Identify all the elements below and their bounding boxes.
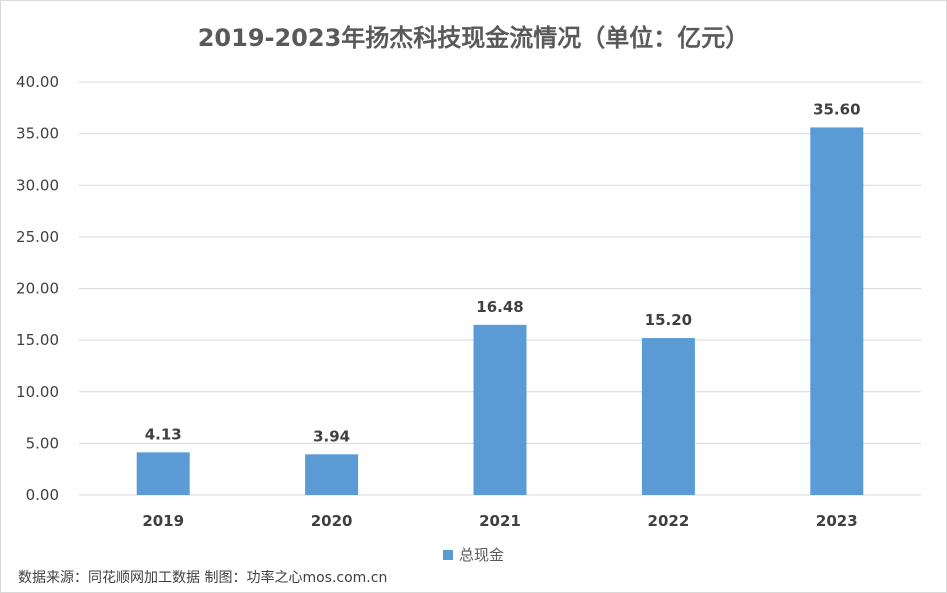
- y-tick-label: 15.00: [16, 331, 59, 349]
- y-axis-ticks: 0.00 5.00 10.00 15.00 20.00 25.00 30.00 35.00 40…: [16, 73, 59, 504]
- source-note: 数据来源：同花顺网加工数据 制图：功率之心mos.com.cn: [18, 570, 388, 586]
- bar-2023: [810, 127, 864, 496]
- data-label-2021: 16.48: [476, 298, 523, 316]
- x-axis-ticks: 2019 2020 2021 2022 2023: [142, 512, 857, 530]
- y-tick-label: 10.00: [16, 383, 59, 401]
- data-label-2020: 3.94: [313, 427, 350, 445]
- y-tick-label: 35.00: [16, 125, 59, 143]
- data-label-2022: 15.20: [645, 311, 692, 329]
- y-tick-label: 40.00: [16, 73, 59, 91]
- x-tick-label-2022: 2022: [648, 512, 690, 530]
- x-tick-label-2021: 2021: [479, 512, 521, 530]
- y-tick-label: 5.00: [26, 434, 59, 452]
- x-tick-label-2020: 2020: [311, 512, 353, 530]
- bar-2022: [641, 338, 695, 495]
- x-tick-label-2023: 2023: [816, 512, 858, 530]
- bars: [136, 127, 864, 496]
- y-tick-label: 30.00: [16, 176, 59, 194]
- legend-label: 总现金: [458, 546, 504, 564]
- data-label-2019: 4.13: [145, 425, 182, 443]
- y-tick-label: 25.00: [16, 228, 59, 246]
- bar-2021: [473, 324, 527, 495]
- data-label-2023: 35.60: [813, 100, 860, 118]
- legend-swatch: [442, 550, 453, 560]
- chart-title: 2019-2023年扬杰科技现金流情况（单位：亿元）: [197, 24, 750, 52]
- y-tick-label: 20.00: [16, 280, 59, 298]
- y-tick-label: 0.00: [26, 486, 59, 504]
- x-tick-label-2019: 2019: [142, 512, 184, 530]
- legend: 总现金: [0, 544, 947, 565]
- bar-2020: [305, 454, 359, 495]
- data-labels: 4.13 3.94 16.48 15.20 35.60: [145, 100, 861, 445]
- bar-2019: [136, 452, 190, 495]
